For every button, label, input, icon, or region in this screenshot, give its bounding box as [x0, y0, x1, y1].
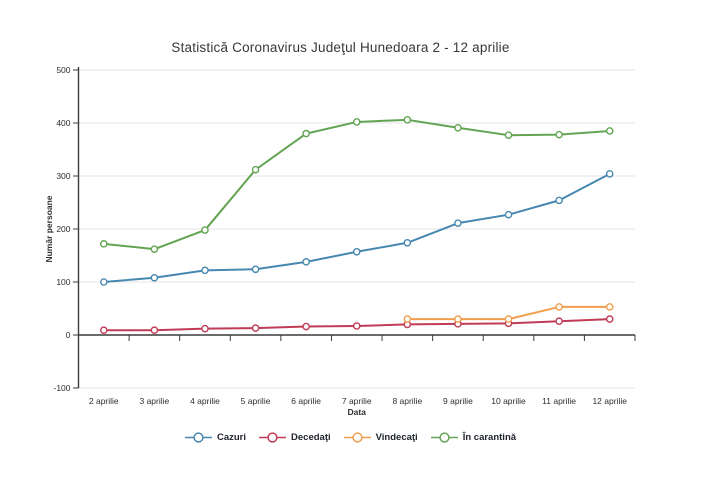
x-tick-label: 9 aprilie: [443, 396, 473, 406]
legend-item-Decedaţi[interactable]: Decedaţi: [259, 431, 331, 444]
data-point-Cazuri: [251, 265, 260, 274]
data-point-În carantină: [504, 131, 513, 139]
data-point-Decedaţi: [150, 326, 159, 335]
data-point-Vindecaţi: [454, 315, 462, 323]
data-point-Decedaţi: [251, 324, 260, 332]
x-tick-label: 12 aprilie: [592, 396, 627, 406]
x-tick-label: 11 aprilie: [542, 396, 576, 406]
x-tick-label: 3 aprilie: [139, 396, 169, 406]
data-point-Cazuri: [504, 210, 513, 219]
x-tick-label: 2 aprilie: [89, 396, 119, 406]
data-point-Cazuri: [352, 247, 361, 256]
legend-marker-icon: [184, 432, 212, 443]
y-tick-label: 400: [56, 118, 70, 128]
x-tick-label: 7 aprilie: [342, 396, 372, 406]
x-tick-label: 8 aprilie: [392, 396, 422, 406]
legend-item-În carantină[interactable]: În carantină: [430, 431, 517, 444]
data-point-În carantină: [201, 226, 209, 234]
data-point-Cazuri: [454, 219, 462, 227]
series-line-Cazuri: [103, 172, 611, 283]
legend-marker-icon: [259, 432, 287, 443]
data-point-Cazuri: [99, 278, 108, 286]
data-point-Decedaţi: [99, 326, 108, 335]
data-point-În carantină: [99, 240, 108, 248]
legend-marker-icon: [343, 432, 371, 443]
data-point-Decedaţi: [201, 324, 209, 333]
x-tick-label: 4 aprilie: [190, 396, 220, 406]
x-axis-title: Data: [348, 407, 367, 417]
data-point-Cazuri: [605, 170, 614, 178]
data-point-Decedaţi: [302, 322, 310, 331]
data-point-Cazuri: [403, 238, 412, 247]
x-tick-label: 6 aprilie: [291, 396, 321, 406]
data-point-În carantină: [150, 245, 159, 253]
data-point-În carantină: [403, 116, 412, 124]
data-point-Vindecaţi: [403, 315, 412, 323]
y-tick-label: 300: [56, 171, 70, 181]
data-point-Cazuri: [201, 266, 209, 275]
data-point-Cazuri: [555, 196, 563, 205]
data-point-Decedaţi: [555, 317, 563, 326]
data-point-Cazuri: [302, 258, 310, 266]
data-point-Decedaţi: [605, 315, 614, 323]
chart-legend: Cazuri Decedaţi Vindecaţi În carantină: [0, 431, 701, 444]
y-tick-label: 200: [56, 224, 70, 234]
chart-title: Statistică Coronavirus Judeţul Hunedoara…: [171, 40, 510, 55]
plot-area: -100 0 100 200 300 400 500 2 aprilie 3 aprilie 4 …: [44, 65, 636, 417]
data-point-Vindecaţi: [555, 303, 563, 311]
data-point-În carantină: [454, 123, 462, 132]
y-axis-title: Număr persoane: [44, 195, 54, 262]
legend-label: Cazuri: [216, 432, 247, 443]
y-tick-label: 0: [66, 330, 71, 340]
series-line-În carantină: [103, 118, 610, 251]
data-point-În carantină: [555, 130, 563, 139]
y-tick-label: 100: [56, 277, 70, 287]
data-point-Vindecaţi: [605, 303, 614, 311]
legend-marker-icon: [430, 432, 458, 443]
data-point-În carantină: [605, 127, 614, 135]
legend-label: Decedaţi: [291, 432, 331, 443]
legend-label: În carantină: [462, 432, 517, 443]
data-point-În carantină: [251, 165, 260, 174]
data-point-Decedaţi: [352, 322, 361, 330]
x-tick-label: 10 aprilie: [491, 396, 526, 406]
y-tick-label: -100: [53, 383, 70, 393]
data-point-Cazuri: [150, 273, 159, 282]
y-tick-label: 500: [56, 65, 70, 75]
data-point-În carantină: [302, 129, 310, 138]
legend-item-Cazuri[interactable]: Cazuri: [184, 431, 247, 444]
legend-item-Vindecaţi[interactable]: Vindecaţi: [343, 431, 418, 444]
legend-label: Vindecaţi: [375, 432, 418, 443]
x-tick-label: 5 aprilie: [241, 396, 271, 406]
data-point-În carantină: [352, 118, 361, 126]
data-point-Vindecaţi: [504, 315, 513, 323]
